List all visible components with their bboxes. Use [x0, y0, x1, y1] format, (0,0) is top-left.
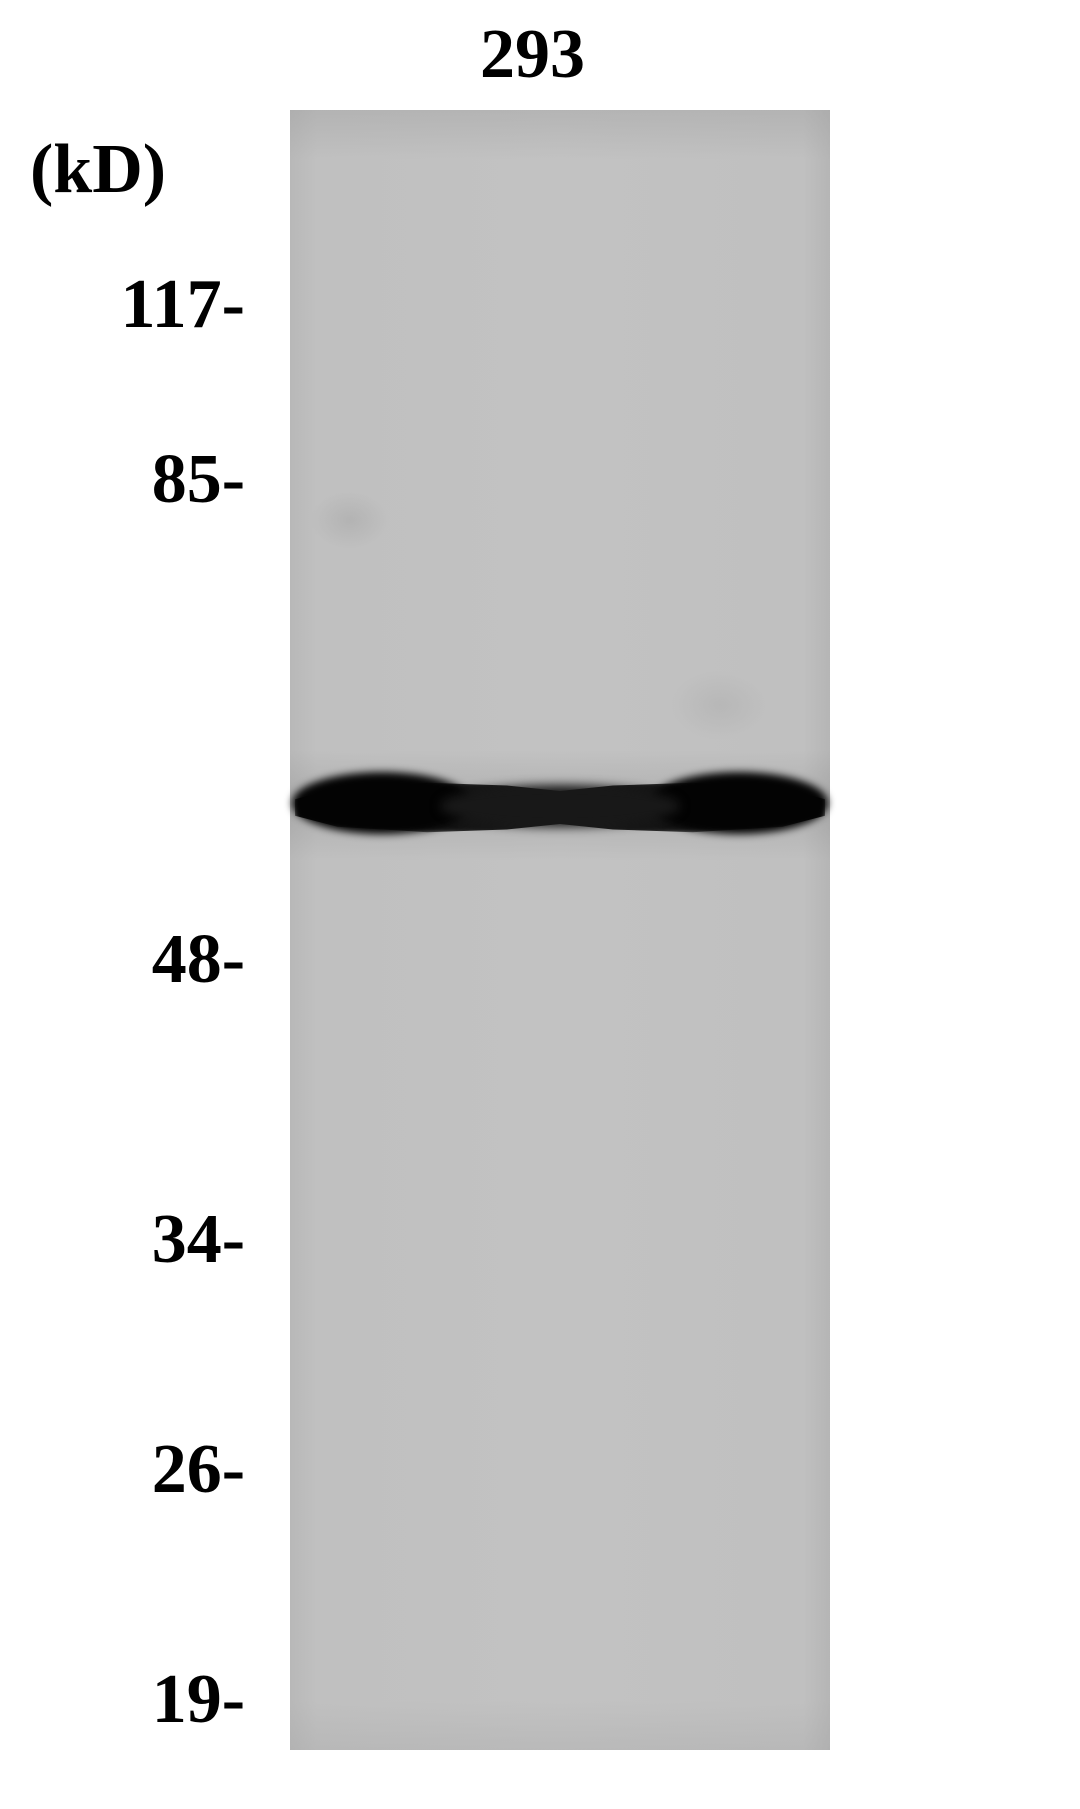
lane-header-293: 293	[480, 15, 585, 95]
blot-lane	[290, 110, 830, 1750]
lane-noise-1	[310, 490, 390, 550]
lane-texture	[290, 110, 830, 1750]
marker-19: 19-	[45, 1660, 245, 1740]
lane-noise-2	[670, 670, 770, 740]
marker-85: 85-	[45, 440, 245, 520]
marker-117: 117-	[45, 265, 245, 345]
western-blot-figure: 293 (kD) 117- 85- 48- 34- 26- 19-	[0, 0, 1080, 1809]
unit-label-kd: (kD)	[30, 130, 166, 210]
marker-34: 34-	[45, 1200, 245, 1280]
protein-band-center	[440, 785, 680, 827]
marker-48: 48-	[45, 920, 245, 1000]
marker-26: 26-	[45, 1430, 245, 1510]
